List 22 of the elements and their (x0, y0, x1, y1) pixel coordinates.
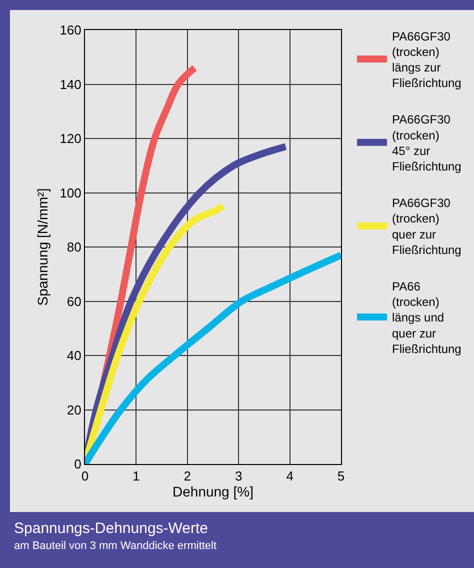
y-tick-label: 140 (60, 76, 82, 92)
y-tick-label: 80 (66, 240, 82, 255)
legend-label: PA66 (trocken) längs und quer zur Fließrichtung (392, 280, 462, 356)
x-tick-label: 5 (337, 468, 345, 484)
x-axis-title: Dehnung [%] (172, 484, 254, 500)
x-tick-label: 2 (184, 468, 192, 484)
y-tick-label: 120 (60, 131, 82, 146)
y-tick-label: 0 (74, 456, 82, 472)
x-tick-label: 1 (132, 468, 140, 484)
legend-label: PA66GF30 (trocken) 45° zur Fließrichtung (392, 112, 462, 174)
x-tick-label: 4 (286, 468, 294, 484)
x-tick-label: 3 (234, 468, 242, 484)
y-tick-label: 60 (66, 294, 82, 309)
y-tick-label: 160 (60, 22, 82, 38)
y-tick-label: 20 (66, 402, 82, 418)
legend-label: PA66GF30 (trocken) quer zur Fließrichtung (392, 196, 462, 257)
y-axis-title: Spannung [N/mm²] (34, 188, 50, 306)
y-tick-label: 40 (66, 348, 82, 364)
y-tick-label: 100 (60, 185, 82, 200)
text: Spannungs-Dehnungs-Werte (14, 520, 208, 537)
text: am Bauteil von 3 mm Wanddicke ermittelt (14, 540, 217, 552)
legend-label: PA66GF30 (trocken) längs zur Fließrichtung (392, 29, 462, 90)
